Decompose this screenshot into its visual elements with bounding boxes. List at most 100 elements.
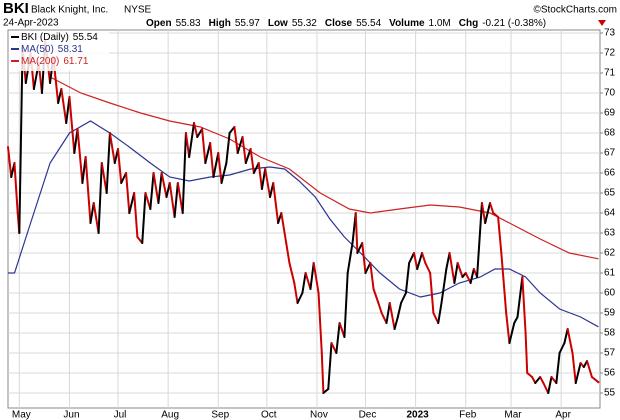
price-segment (76, 128, 84, 184)
y-tick-label: 67 (604, 148, 616, 159)
x-tick-label: 2023 (406, 410, 429, 420)
price-segment (408, 252, 415, 264)
price-segment (322, 388, 330, 394)
price-segment (257, 162, 263, 190)
quote-value: 1.0M (429, 18, 451, 29)
price-segment (233, 126, 239, 154)
price-segment (116, 148, 123, 184)
price-segment (416, 252, 424, 270)
symbol: BKI (3, 0, 29, 17)
quote-label: Volume (389, 18, 425, 29)
price-segment (385, 302, 391, 324)
price-segment (476, 202, 483, 278)
price-segment (508, 322, 516, 344)
y-tick-label: 63 (604, 228, 616, 239)
quote-label: Low (268, 18, 288, 29)
price-segment (516, 276, 524, 318)
price-segment (133, 192, 139, 238)
price-segment (225, 132, 231, 164)
price-segment (429, 272, 435, 314)
quote-value: 55.54 (356, 18, 381, 29)
exchange: NYSE (124, 5, 152, 16)
price-segment (448, 252, 456, 284)
price-segment (456, 262, 464, 278)
legend (9, 31, 109, 71)
price-segment (464, 272, 472, 284)
price-segment (566, 328, 574, 354)
y-tick-label: 55 (604, 388, 616, 399)
price-segment (396, 302, 403, 318)
price-segment (309, 262, 315, 290)
quote-label: Chg (459, 18, 478, 29)
price-segment (539, 376, 545, 384)
price-segment (372, 288, 380, 304)
price-segment (141, 192, 147, 244)
price-segment (13, 162, 19, 214)
price-segment (547, 376, 553, 394)
y-tick-label: 66 (604, 168, 616, 179)
x-tick-label: Feb (459, 410, 477, 420)
price-segment (97, 162, 103, 234)
price-segment (497, 216, 503, 254)
price-segment (424, 262, 432, 274)
price-segment (209, 142, 215, 178)
price-segment (526, 372, 534, 378)
price-segment (404, 262, 411, 294)
price-segment (586, 360, 593, 378)
price-segment (364, 262, 372, 274)
quote-label: High (209, 18, 231, 29)
price-segment (280, 212, 288, 244)
price-segment (432, 312, 440, 324)
y-tick-label: 68 (604, 128, 616, 139)
x-tick-label: Sep (211, 410, 229, 420)
price-segment (524, 332, 529, 374)
price-segment (393, 316, 399, 330)
x-tick-label: Oct (261, 410, 277, 420)
price-segment (301, 272, 307, 294)
x-tick-label: Mar (504, 410, 522, 420)
legend-value: 55.54 (73, 32, 98, 43)
price-segment (272, 182, 280, 224)
price-segment (574, 362, 582, 384)
price-segment (296, 292, 304, 304)
price-segment (176, 182, 184, 214)
y-tick-label: 61 (604, 268, 616, 279)
price-segment (125, 172, 131, 214)
price-segment (92, 202, 100, 234)
price-segment (144, 192, 152, 210)
price-segment (317, 292, 323, 354)
moving-average (49, 76, 599, 260)
price-segment (249, 148, 255, 174)
down-arrow (598, 20, 606, 26)
price-segment (500, 252, 508, 314)
quote-label: Close (325, 18, 353, 29)
price-segment (89, 202, 95, 224)
price-segment (327, 342, 333, 390)
price-segment (469, 268, 475, 284)
price-segment (484, 202, 492, 224)
price-segment (354, 212, 359, 254)
price-segment (343, 272, 349, 338)
legend-name: MA(50) (21, 44, 54, 55)
price-segment (212, 152, 220, 178)
price-segment (304, 272, 312, 290)
price-segment (217, 152, 223, 184)
price-segment (204, 142, 212, 164)
price-segment (105, 132, 111, 194)
price-segment (236, 136, 244, 154)
price-segment (252, 162, 260, 174)
price-segment (68, 96, 76, 154)
price-segment (149, 172, 155, 210)
price-segment (108, 132, 116, 164)
price-segment (440, 268, 448, 304)
price-segment (293, 282, 299, 304)
price-segment (201, 128, 207, 164)
y-tick-label: 58 (604, 328, 616, 339)
x-tick-label: Nov (310, 410, 328, 420)
quote-value: -0.21 (-0.38%) (482, 18, 546, 29)
price-segment (571, 352, 577, 384)
x-tick-label: Apr (555, 410, 571, 420)
y-tick-label: 71 (604, 68, 616, 79)
price-segment (590, 376, 600, 384)
